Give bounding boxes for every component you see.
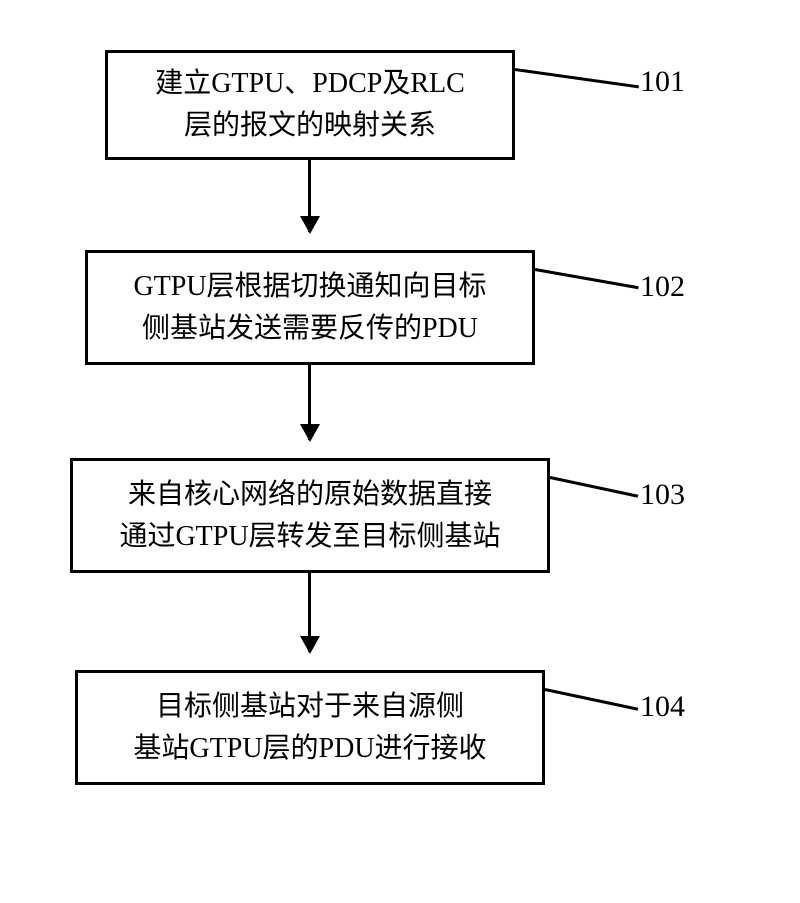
label-line-4: [545, 688, 639, 711]
label-line-1: [515, 68, 639, 88]
node-label-2: 102: [640, 270, 685, 304]
node-label-1: 101: [640, 65, 685, 99]
node-text-4: 目标侧基站对于来自源侧基站GTPU层的PDU进行接收: [133, 686, 486, 770]
arrow-1: [308, 160, 311, 232]
node-box-4: 目标侧基站对于来自源侧基站GTPU层的PDU进行接收: [75, 670, 545, 785]
node-text-3: 来自核心网络的原始数据直接通过GTPU层转发至目标侧基站: [119, 474, 500, 558]
arrow-2: [308, 365, 311, 440]
node-box-1: 建立GTPU、PDCP及RLC层的报文的映射关系: [105, 50, 515, 160]
flowchart-container: 建立GTPU、PDCP及RLC层的报文的映射关系 101 GTPU层根据切换通知…: [50, 40, 750, 880]
node-box-2: GTPU层根据切换通知向目标侧基站发送需要反传的PDU: [85, 250, 535, 365]
label-line-2: [535, 268, 639, 289]
node-text-2: GTPU层根据切换通知向目标侧基站发送需要反传的PDU: [133, 266, 486, 350]
node-box-3: 来自核心网络的原始数据直接通过GTPU层转发至目标侧基站: [70, 458, 550, 573]
arrow-3: [308, 573, 311, 652]
node-label-3: 103: [640, 478, 685, 512]
node-label-4: 104: [640, 690, 685, 724]
node-text-1: 建立GTPU、PDCP及RLC层的报文的映射关系: [155, 63, 465, 147]
label-line-3: [550, 476, 639, 498]
